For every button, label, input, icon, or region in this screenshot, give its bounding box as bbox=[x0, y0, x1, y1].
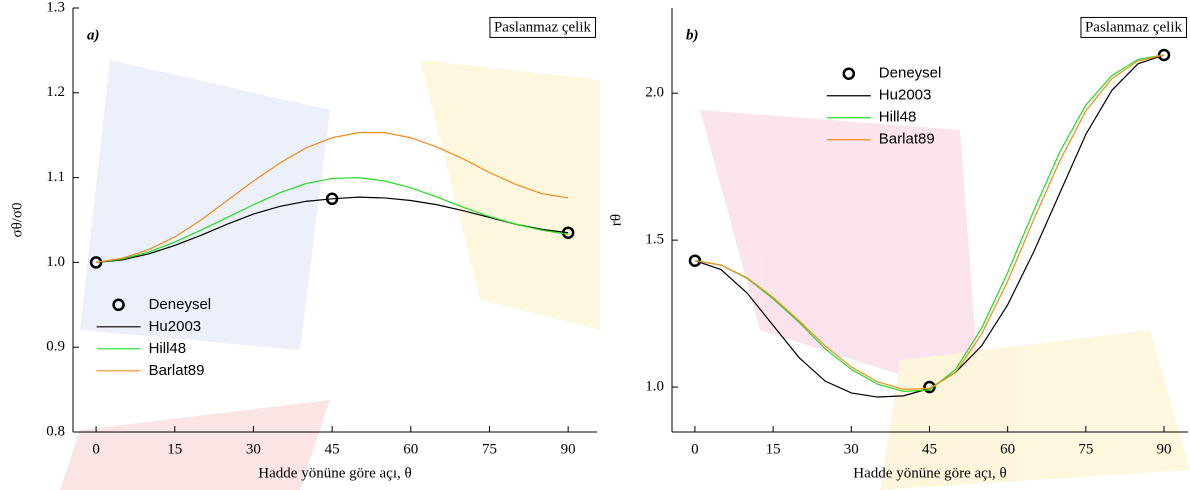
annotation-box bbox=[489, 16, 596, 38]
x-tick-label: 90 bbox=[1157, 441, 1172, 457]
x-tick-label: 0 bbox=[691, 441, 699, 457]
x-tick-label: 30 bbox=[844, 441, 859, 457]
legend-label: Barlat89 bbox=[149, 362, 205, 379]
annotation: Paslanmaz çelik bbox=[1085, 19, 1183, 35]
point bbox=[688, 254, 702, 267]
watermark bbox=[60, 60, 1190, 490]
y-axis-label: σθ/σ0 bbox=[9, 202, 25, 237]
x-axis-label: Hadde yönüne göre açı, θ bbox=[853, 465, 1006, 481]
legend-label: Hu2003 bbox=[879, 87, 932, 104]
panel-label: b) bbox=[686, 27, 699, 43]
point bbox=[561, 226, 575, 239]
legend-label: Hill48 bbox=[879, 109, 917, 126]
y-tick-label: 0.8 bbox=[46, 423, 65, 439]
legend-label: Hill48 bbox=[149, 340, 187, 357]
legend-label: Barlat89 bbox=[879, 131, 935, 148]
x-tick-label: 15 bbox=[167, 441, 182, 457]
line bbox=[95, 132, 569, 263]
x-tick-label: 30 bbox=[246, 441, 261, 457]
x-tick-label: 45 bbox=[325, 441, 340, 457]
y-tick-label: 1.5 bbox=[645, 232, 664, 248]
y-axis-label: rθ bbox=[608, 214, 624, 226]
legend-label: Hu2003 bbox=[149, 318, 202, 335]
point bbox=[1157, 48, 1171, 62]
y-tick-label: 1.0 bbox=[46, 254, 65, 270]
annotation-box bbox=[1080, 16, 1187, 38]
x-tick-label: 45 bbox=[922, 441, 937, 457]
y-tick-label: 1.1 bbox=[46, 169, 65, 185]
y-tick-label: 1.0 bbox=[645, 378, 664, 394]
y-tick-label: 0.9 bbox=[46, 339, 65, 355]
x-tick-label: 60 bbox=[1000, 441, 1015, 457]
line bbox=[694, 54, 1165, 390]
x-tick-label: 90 bbox=[561, 441, 576, 457]
x-tick-label: 75 bbox=[482, 441, 497, 457]
line bbox=[96, 196, 569, 263]
y-tick-label: 1.3 bbox=[46, 0, 65, 15]
legend-marker bbox=[112, 298, 125, 312]
x-tick-label: 0 bbox=[92, 441, 100, 457]
annotation: Paslanmaz çelik bbox=[494, 19, 592, 35]
x-tick-label: 60 bbox=[403, 441, 418, 457]
y-tick-label: 1.2 bbox=[46, 84, 65, 100]
legend-marker bbox=[842, 67, 856, 80]
y-tick-label: 2.0 bbox=[645, 85, 664, 101]
x-tick-label: 75 bbox=[1078, 441, 1093, 457]
x-axis-label: Hadde yönüne göre açı, θ bbox=[258, 465, 411, 481]
legend-label: Deneysel bbox=[879, 65, 942, 82]
legend-label: Deneysel bbox=[149, 296, 212, 313]
line bbox=[694, 54, 1165, 393]
point bbox=[923, 380, 936, 394]
panel-label: a) bbox=[87, 27, 100, 43]
line bbox=[96, 176, 569, 263]
x-tick-label: 15 bbox=[766, 441, 781, 457]
